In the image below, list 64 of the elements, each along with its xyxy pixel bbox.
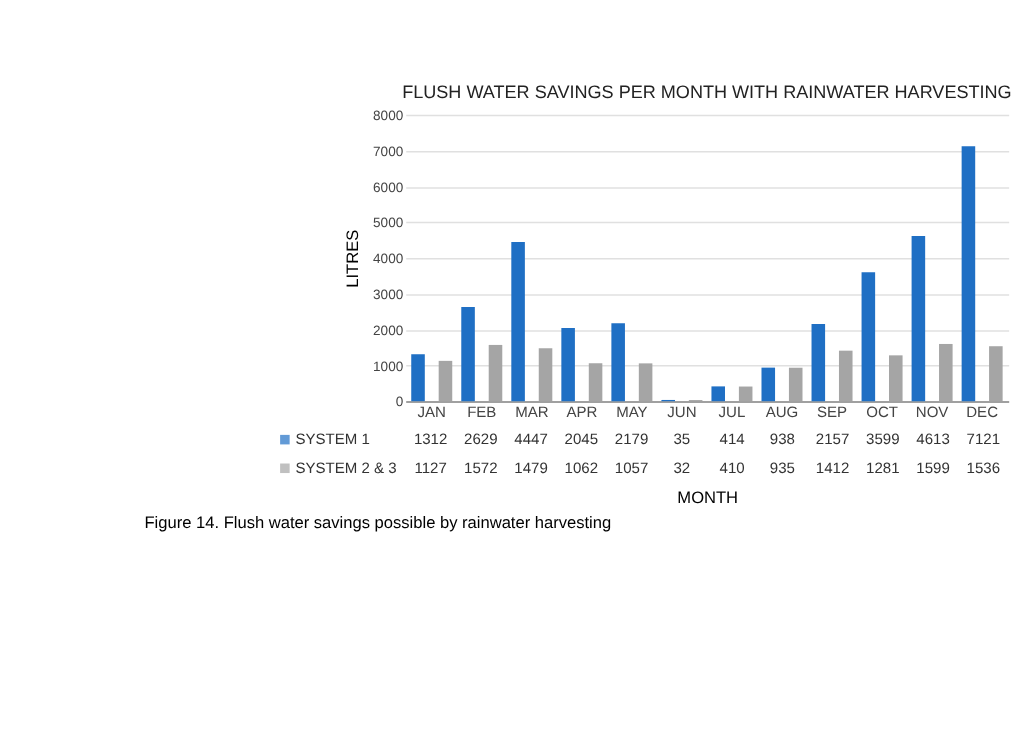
bar <box>538 348 553 402</box>
bar <box>738 386 753 402</box>
x-axis-title: MONTH <box>677 486 739 507</box>
data-label: 414 <box>719 430 745 449</box>
bar <box>511 242 525 402</box>
x-tick-label: AUG <box>765 403 799 422</box>
bar <box>911 236 926 402</box>
data-label: 35 <box>673 430 691 449</box>
data-label: 1281 <box>866 458 900 477</box>
chart-title: FLUSH WATER SAVINGS PER MONTH WITH RAINWATER HARVESTING <box>402 82 1012 103</box>
data-label: 4613 <box>916 430 950 449</box>
data-label: 1312 <box>413 430 448 449</box>
bar <box>411 354 425 402</box>
bar <box>989 346 1003 402</box>
bar <box>961 146 976 402</box>
legend-label: SYSTEM 1 <box>295 430 370 449</box>
x-tick-label: APR <box>566 403 599 422</box>
bar <box>811 323 826 402</box>
x-tick-label: OCT <box>866 403 899 422</box>
bar <box>461 307 475 402</box>
bar <box>761 367 776 402</box>
data-label: 32 <box>673 458 691 477</box>
bar <box>939 343 953 402</box>
data-label: 3599 <box>866 430 900 449</box>
bar <box>838 350 853 402</box>
data-label: 1062 <box>564 458 599 477</box>
data-label: 7121 <box>966 430 1001 449</box>
data-label: 2179 <box>614 430 649 449</box>
bar <box>588 363 603 402</box>
data-label: 935 <box>769 458 795 477</box>
data-label: 1536 <box>966 458 1001 477</box>
data-label: 938 <box>769 430 795 449</box>
x-tick-label: SEP <box>816 403 848 422</box>
bar <box>861 272 876 402</box>
bar <box>788 367 803 402</box>
data-label: 1599 <box>916 458 950 477</box>
data-label: 1572 <box>464 458 498 477</box>
y-axis-title: LITRES <box>341 228 362 288</box>
bar <box>561 328 575 402</box>
data-label: 2629 <box>464 430 498 449</box>
x-tick-label: FEB <box>467 403 497 422</box>
x-tick-label: JAN <box>417 403 446 422</box>
bar <box>638 363 653 402</box>
bar <box>488 344 503 402</box>
caption: Figure 14. Flush water savings possible by rainwater harvesting <box>144 511 612 532</box>
x-tick-label: DEC <box>966 403 1000 422</box>
x-tick-label: NOV <box>915 403 949 422</box>
bar <box>889 355 903 402</box>
data-label: 1412 <box>815 458 850 477</box>
bar <box>611 323 625 402</box>
data-label: 2045 <box>564 430 599 449</box>
data-label: 1057 <box>614 458 649 477</box>
x-tick-label: MAY <box>616 403 648 422</box>
x-tick-label: MAR <box>515 403 550 422</box>
bar <box>438 360 453 402</box>
legend-label: SYSTEM 2 & 3 <box>295 458 397 477</box>
data-label: 2157 <box>815 430 850 449</box>
data-label: 1479 <box>514 458 548 477</box>
x-tick-label: JUL <box>718 403 746 422</box>
data-label: 1127 <box>414 458 447 477</box>
x-tick-label: JUN <box>667 403 697 422</box>
data-label: 4447 <box>514 430 548 449</box>
data-label: 410 <box>719 458 745 477</box>
bar <box>711 386 726 402</box>
